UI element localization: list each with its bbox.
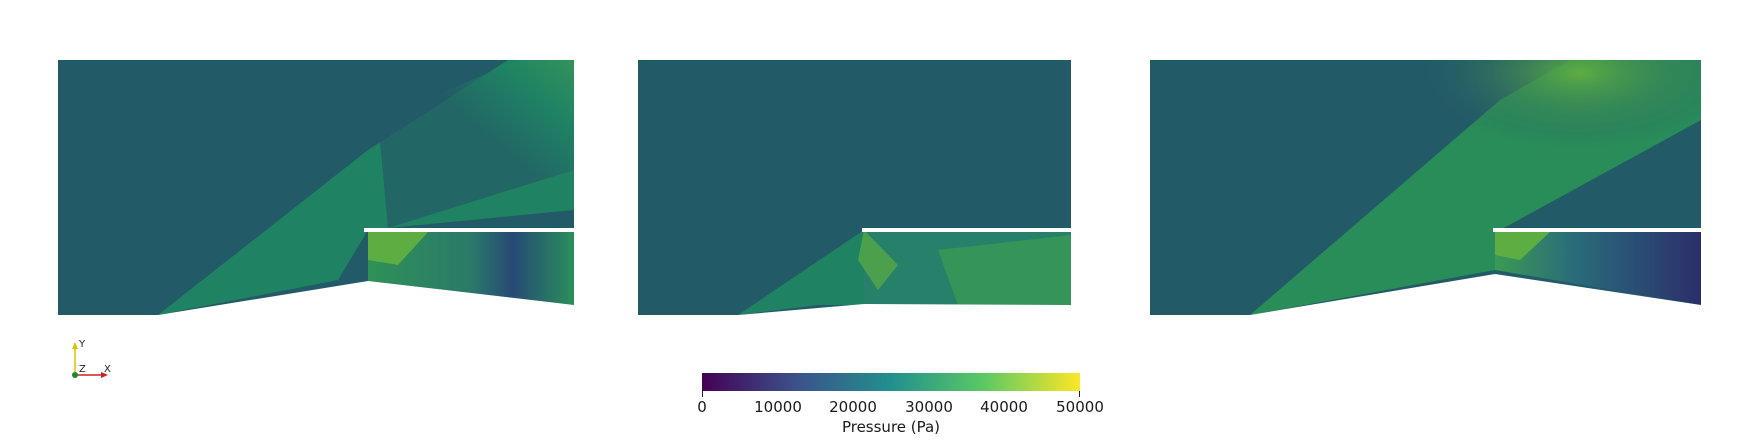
axis-y-label: Y xyxy=(79,339,86,350)
colorbar-tick-label: 30000 xyxy=(905,398,953,416)
colorbar-tick-label: 40000 xyxy=(980,398,1028,416)
colorbar-tick-marks xyxy=(702,391,1080,397)
axis-x-label: X xyxy=(104,364,111,375)
axis-z-label: Z xyxy=(79,364,86,375)
pressure-field-panel-2 xyxy=(638,60,1071,315)
colorbar-tick-label: 20000 xyxy=(829,398,877,416)
pressure-field-panel-1 xyxy=(58,60,574,315)
orientation-axes: Y Z X xyxy=(66,340,116,385)
pressure-field-panel-3 xyxy=(1150,60,1701,315)
colorbar-tick-label: 50000 xyxy=(1056,398,1104,416)
colorbar-tick-label: 0 xyxy=(697,398,707,416)
pressure-colorbar xyxy=(702,373,1080,391)
colorbar-tick-label: 10000 xyxy=(754,398,802,416)
colorbar-title: Pressure (Pa) xyxy=(841,418,941,436)
